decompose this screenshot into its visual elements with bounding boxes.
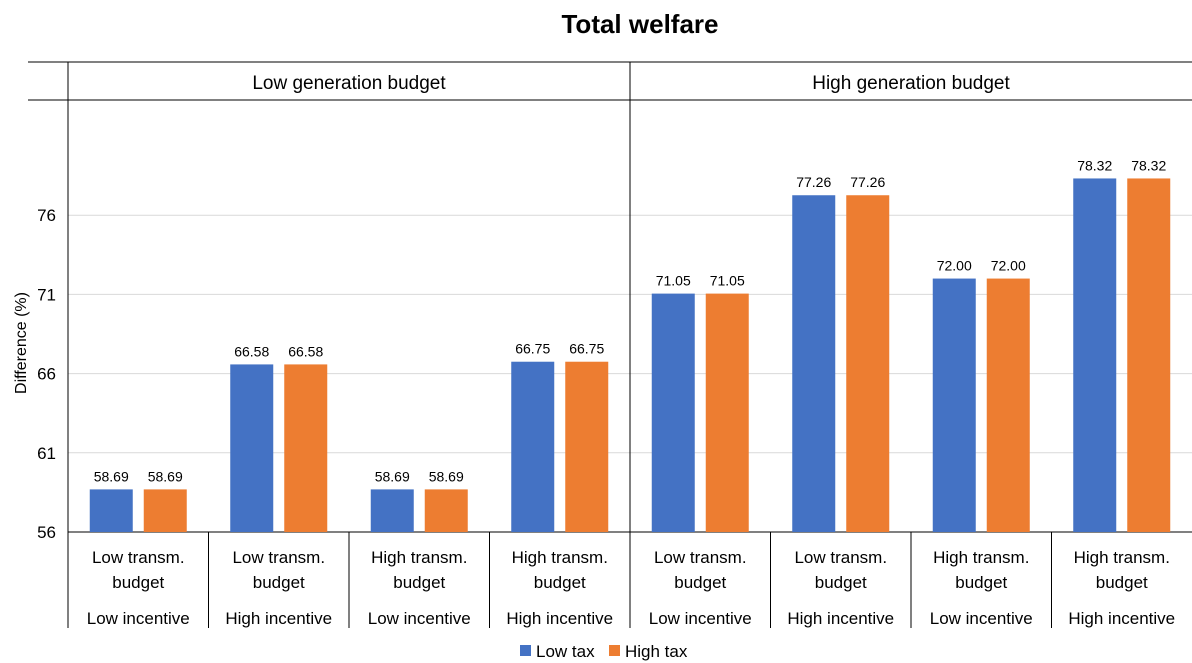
- y-axis-label: Difference (%): [13, 292, 30, 394]
- category-label-line2: budget: [393, 573, 445, 592]
- bar-low-tax: [89, 489, 133, 532]
- legend: Low tax High tax: [520, 642, 688, 661]
- bar-high-tax: [846, 195, 890, 533]
- legend-swatch-low-tax: [520, 645, 531, 656]
- data-label: 58.69: [429, 468, 464, 484]
- data-label: 58.69: [148, 468, 183, 484]
- bar-low-tax: [230, 364, 274, 532]
- bar-high-tax: [1127, 178, 1171, 532]
- bar-low-tax: [792, 195, 836, 533]
- group-label: Low generation budget: [252, 73, 446, 94]
- category-label-line1: High transm.: [512, 548, 608, 567]
- category-label-line1: High transm.: [933, 548, 1029, 567]
- legend-label: High tax: [625, 642, 688, 661]
- bar-high-tax: [986, 278, 1030, 532]
- data-label: 72.00: [991, 258, 1026, 274]
- bar-low-tax: [1073, 178, 1117, 532]
- bar-low-tax: [651, 293, 695, 532]
- bar-high-tax: [424, 489, 468, 532]
- incentive-label: High incentive: [225, 609, 332, 628]
- bar-high-tax: [143, 489, 187, 532]
- category-label-line2: budget: [112, 573, 164, 592]
- category-label-line2: budget: [674, 573, 726, 592]
- category-label-line1: Low transm.: [654, 548, 747, 567]
- group-label: High generation budget: [812, 73, 1010, 94]
- category-label-line2: budget: [253, 573, 305, 592]
- data-label: 77.26: [850, 174, 885, 190]
- legend-swatch-high-tax: [609, 645, 620, 656]
- bar-low-tax: [370, 489, 414, 532]
- bar-high-tax: [705, 293, 749, 532]
- y-tick-label: 61: [37, 444, 56, 463]
- labels: 56 61 66 71 76 Low generation budget High gene…: [37, 73, 1175, 628]
- category-label-line2: budget: [534, 573, 586, 592]
- category-label-line1: High transm.: [371, 548, 467, 567]
- chart-frame: [28, 61, 1192, 628]
- category-label-line2: budget: [955, 573, 1007, 592]
- data-label: 58.69: [375, 468, 410, 484]
- y-tick-label: 66: [37, 365, 56, 384]
- incentive-label: High incentive: [1068, 609, 1175, 628]
- category-label-line1: Low transm.: [794, 548, 887, 567]
- data-label: 66.58: [234, 343, 269, 359]
- data-label: 66.58: [288, 343, 323, 359]
- incentive-label: High incentive: [506, 609, 613, 628]
- data-label: 77.26: [796, 174, 831, 190]
- data-label: 71.05: [656, 273, 691, 289]
- data-label: 78.32: [1077, 157, 1112, 173]
- bar-high-tax: [565, 361, 609, 532]
- y-tick-label: 76: [37, 206, 56, 225]
- bar-low-tax: [511, 361, 555, 532]
- incentive-label: High incentive: [787, 609, 894, 628]
- incentive-label: Low incentive: [87, 609, 190, 628]
- category-label-line2: budget: [1096, 573, 1148, 592]
- category-label-line2: budget: [815, 573, 867, 592]
- data-label: 58.69: [94, 468, 129, 484]
- data-label: 66.75: [515, 341, 550, 357]
- chart-title: Total welfare: [561, 9, 718, 39]
- incentive-label: Low incentive: [368, 609, 471, 628]
- bar-low-tax: [932, 278, 976, 532]
- y-tick-label: 71: [37, 285, 56, 304]
- incentive-label: Low incentive: [649, 609, 752, 628]
- legend-label: Low tax: [536, 642, 595, 661]
- bars: [89, 178, 1171, 533]
- category-label-line1: High transm.: [1074, 548, 1170, 567]
- data-label: 72.00: [937, 258, 972, 274]
- incentive-label: Low incentive: [930, 609, 1033, 628]
- bar-high-tax: [284, 364, 328, 532]
- data-label: 71.05: [710, 273, 745, 289]
- data-label: 66.75: [569, 341, 604, 357]
- y-tick-label: 56: [37, 523, 56, 542]
- category-label-line1: Low transm.: [232, 548, 325, 567]
- data-label: 78.32: [1131, 157, 1166, 173]
- category-label-line1: Low transm.: [92, 548, 185, 567]
